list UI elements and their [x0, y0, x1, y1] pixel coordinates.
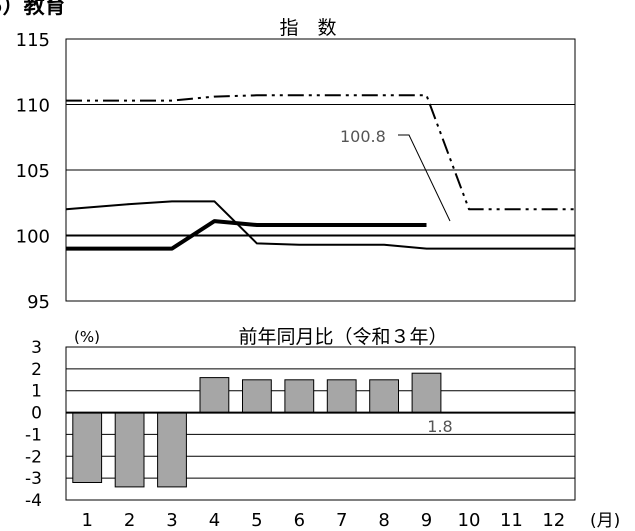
yoy-x-tick-label: 8: [378, 510, 389, 531]
yoy-bar: [72, 412, 103, 484]
yoy-x-tick-label: 12: [542, 510, 565, 531]
yoy-bar: [242, 379, 272, 414]
yoy-y-tick-label: 1: [31, 382, 42, 402]
yoy-bar: [157, 412, 187, 488]
yoy-chart-frame: [65, 346, 576, 501]
yoy-y-tick-label: -4: [25, 491, 42, 511]
yoy-chart-x-unit: (月): [590, 511, 620, 531]
yoy-x-tick-label: 2: [124, 510, 135, 531]
yoy-x-tick-label: 7: [336, 510, 347, 531]
yoy-x-tick-label: 11: [500, 510, 523, 531]
index-y-tick-label: 95: [27, 292, 50, 313]
yoy-x-tick-label: 9: [421, 510, 432, 531]
yoy-y-tick-label: 3: [31, 338, 42, 358]
index-chart: 指 数 95 100 105 110 115 100.8: [16, 17, 576, 313]
yoy-bar: [411, 372, 442, 414]
index-series-line-1: [66, 94, 575, 211]
index-chart-frame: [65, 38, 576, 302]
yoy-x-tick-label: 3: [166, 510, 177, 531]
index-chart-grid: [66, 104, 575, 236]
yoy-chart-x-ticks: 1 2 3 4 5 6 7 8 9 10 11 12: [81, 510, 565, 531]
index-series-line-4: [66, 219, 427, 251]
index-y-tick-label: 110: [16, 96, 50, 117]
yoy-chart-grid: [66, 368, 575, 479]
index-series-line-2: [65, 200, 575, 250]
yoy-chart-title: 前年同月比（令和３年）: [238, 326, 447, 348]
yoy-x-tick-label: 5: [251, 510, 262, 531]
yoy-x-tick-label: 4: [209, 510, 220, 531]
yoy-chart-unit: (%): [74, 328, 100, 346]
yoy-y-tick-label: 0: [31, 404, 42, 424]
yoy-x-tick-label: 6: [294, 510, 305, 531]
index-y-tick-label: 115: [16, 30, 50, 51]
yoy-bar: [199, 377, 230, 414]
index-chart-annotation-leader: [398, 134, 451, 222]
index-y-tick-label: 105: [16, 161, 50, 182]
yoy-y-tick-label: -1: [25, 425, 42, 445]
yoy-y-tick-label: 2: [31, 360, 42, 380]
index-chart-y-ticks: 95 100 105 110 115: [16, 30, 50, 313]
yoy-y-tick-label: -2: [25, 447, 42, 467]
index-y-tick-label: 100: [16, 227, 50, 248]
yoy-x-tick-label: 1: [81, 510, 92, 531]
index-chart-annotation: 100.8: [340, 127, 386, 146]
yoy-bar: [326, 379, 357, 414]
yoy-bar: [369, 379, 400, 414]
index-chart-series: [65, 94, 575, 251]
yoy-bar: [284, 379, 315, 414]
yoy-chart-annotation: 1.8: [427, 417, 452, 436]
section-title: 5）教育: [0, 0, 66, 18]
index-chart-title: 指 数: [279, 17, 336, 39]
yoy-y-tick-label: -3: [25, 469, 42, 489]
yoy-x-tick-label: 10: [458, 510, 481, 531]
yoy-chart-bars: [72, 372, 442, 488]
yoy-bar: [114, 412, 145, 488]
